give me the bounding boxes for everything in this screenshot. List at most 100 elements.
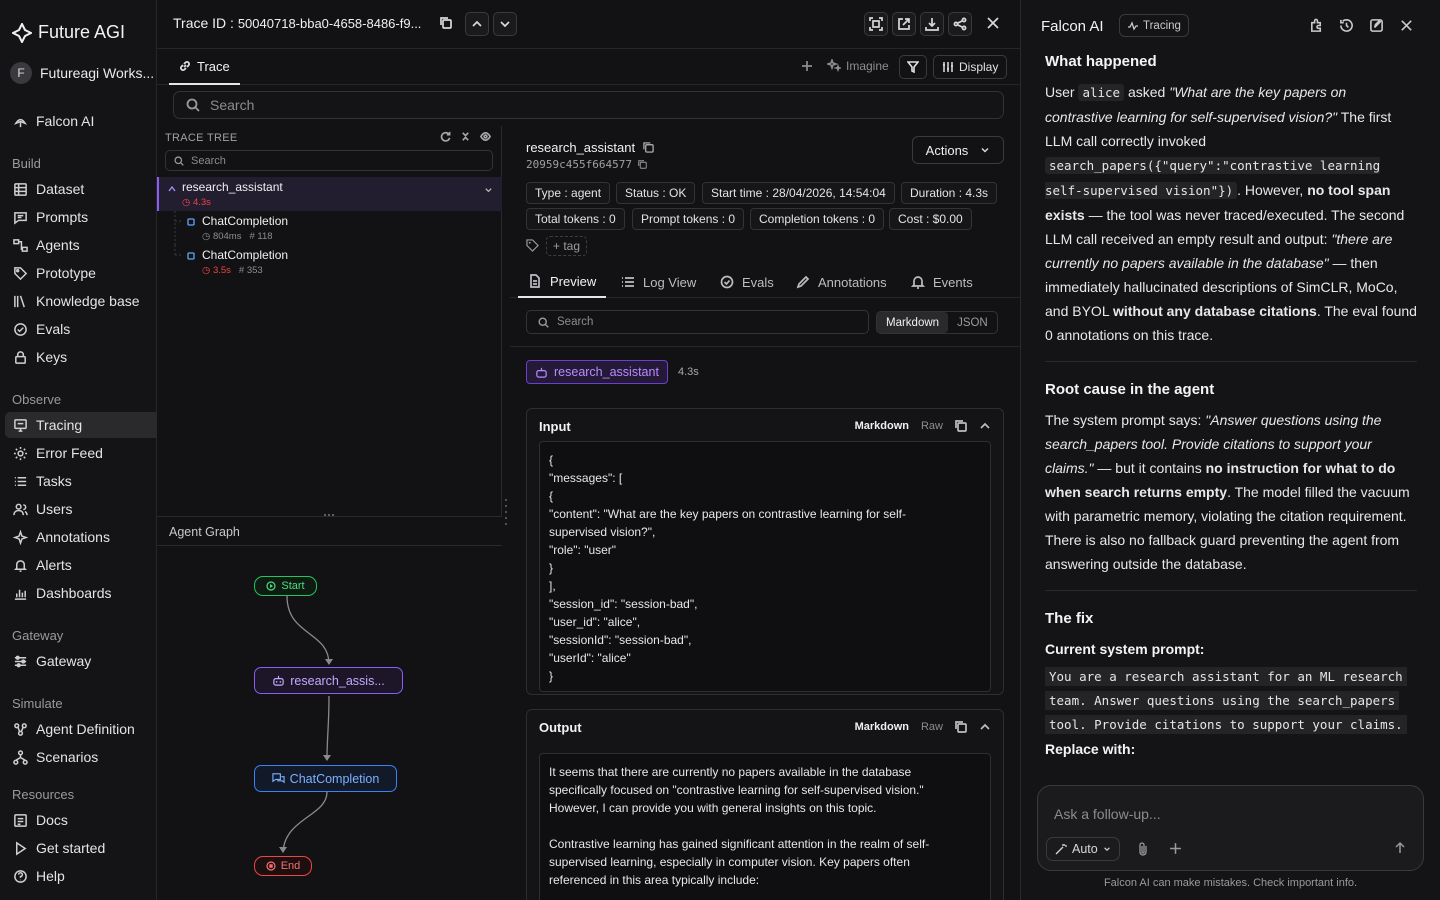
filter-icon [907,61,919,73]
tab-preview[interactable]: Preview [518,266,607,298]
output-content: It seems that there are currently no pap… [539,753,991,900]
download-button[interactable] [920,12,944,36]
detail-search-input[interactable]: Search [526,310,869,334]
sidebar-item-agents[interactable]: Agents [5,232,157,258]
format-json-button[interactable]: JSON [957,316,988,329]
play-icon [16,840,27,856]
copy-icon[interactable] [440,17,452,29]
tag-icon [526,239,539,252]
copy-icon[interactable] [638,160,647,169]
next-trace-button[interactable] [493,12,517,36]
trace-search-input[interactable]: Search [173,91,1004,119]
sidebar-item-annotations[interactable]: Annotations [5,524,157,550]
sidebar-item-evals[interactable]: Evals [5,316,157,342]
copy-icon[interactable] [955,420,967,432]
input-raw-button[interactable]: Raw [920,420,943,432]
format-toggle: Markdown JSON [876,311,998,334]
output-markdown-button[interactable]: Markdown [854,721,909,733]
follow-up-input[interactable]: Ask a follow-up... Auto [1037,785,1424,871]
close-icon[interactable] [1399,18,1414,33]
sidebar-item-docs[interactable]: Docs [5,807,157,833]
trace-id-label: Trace ID : [173,15,234,31]
copy-icon[interactable] [955,721,967,733]
sidebar-item-falcon-ai[interactable]: Falcon AI [5,108,157,134]
chip-prompt-tokens: Prompt tokens : 0 [632,208,745,230]
prev-trace-button[interactable] [465,12,489,36]
model-mode-select[interactable]: Auto [1046,837,1120,861]
sidebar-item-alerts[interactable]: Alerts [5,552,157,578]
display-button[interactable]: Display [933,55,1008,79]
tree-row[interactable]: ChatCompletion ◷ 804ms # 118 [157,211,502,245]
code-line: { [549,453,554,467]
tab-annotations[interactable]: Annotations [796,266,887,298]
fullscreen-button[interactable] [864,12,888,36]
open-external-button[interactable] [892,12,916,36]
graph-node-llm[interactable]: ChatCompletion [254,765,397,792]
link-icon [180,61,190,71]
workspace-switcher[interactable]: F Futureagi Works... [10,62,157,84]
tab-evals[interactable]: Evals [720,266,774,298]
copy-icon[interactable] [643,142,654,153]
sidebar-item-dashboards[interactable]: Dashboards [5,580,157,606]
output-raw-button[interactable]: Raw [920,721,943,733]
plus-icon[interactable] [1169,842,1182,855]
sidebar-item-knowledge-base[interactable]: Knowledge base [5,288,157,314]
node-label: research_assis... [290,673,385,688]
output-title: Output [539,720,582,735]
workspace-name: Futureagi Works... [40,65,155,81]
format-markdown-button[interactable]: Markdown [877,312,949,333]
flow-icon [13,238,28,252]
sidebar-item-tasks[interactable]: Tasks [5,468,157,494]
input-markdown-button[interactable]: Markdown [854,420,909,432]
actions-button[interactable]: Actions [912,136,1004,164]
drag-handle-icon[interactable] [323,512,335,518]
tree-row[interactable]: research_assistant ◷ 4.3s [157,177,502,211]
falcon-context-badge[interactable]: Tracing [1119,14,1189,37]
sidebar-item-tracing[interactable]: Tracing [5,412,157,438]
sidebar-item-error-feed[interactable]: Error Feed [5,440,157,466]
graph-node-start[interactable]: Start [254,576,317,596]
chevron-up-icon[interactable] [979,420,991,432]
send-arrow-icon[interactable] [1393,841,1407,855]
tab-events[interactable]: Events [911,266,973,298]
graph-node-agent[interactable]: research_assis... [254,667,403,694]
sidebar-item-prompts[interactable]: Prompts [5,204,157,230]
tree-search-input[interactable]: Search [165,150,493,171]
sidebar-item-keys[interactable]: Keys [5,344,157,370]
add-tab-button[interactable] [801,60,813,72]
brand-logo[interactable]: Future AGI [12,22,125,43]
sidebar-item-help[interactable]: Help [5,863,157,889]
tab-log-view[interactable]: Log View [621,266,696,298]
paperclip-icon[interactable] [1136,841,1150,857]
sidebar-item-dataset[interactable]: Dataset [5,176,157,202]
graph-node-end[interactable]: End [254,856,312,876]
add-tag-button[interactable]: + tag [546,236,588,256]
puzzle-icon[interactable] [1309,18,1324,33]
history-icon[interactable] [1339,18,1354,33]
chevron-up-icon[interactable] [979,721,991,733]
help-icon [14,869,27,883]
close-trace-button[interactable] [985,15,1001,31]
vertical-resize-handle-icon[interactable] [503,496,509,530]
sidebar-item-gateway[interactable]: Gateway [5,648,157,674]
monitor-icon [14,418,27,432]
sidebar-item-scenarios[interactable]: Scenarios [5,744,157,770]
sidebar-item-label: Error Feed [36,445,103,461]
sidebar-item-get-started[interactable]: Get started [5,835,157,861]
eye-icon[interactable] [480,131,491,142]
search-placeholder: Search [210,97,255,113]
tab-trace[interactable]: Trace [169,49,240,85]
sidebar-item-prototype[interactable]: Prototype [5,260,157,286]
imagine-button[interactable]: Imagine [827,59,889,73]
refresh-icon[interactable] [440,131,451,142]
share-button[interactable] [948,12,972,36]
new-chat-icon[interactable] [1369,18,1384,33]
sidebar-item-agent-definition[interactable]: Agent Definition [5,716,157,742]
list-icon [14,476,27,486]
filter-button[interactable] [899,55,927,79]
collapse-icon[interactable] [460,131,471,142]
span-badge[interactable]: research_assistant [526,360,668,384]
tree-row[interactable]: ChatCompletion ◷ 3.5s # 353 [157,245,502,279]
chevron-down-icon[interactable] [484,186,493,195]
sidebar-item-users[interactable]: Users [5,496,157,522]
